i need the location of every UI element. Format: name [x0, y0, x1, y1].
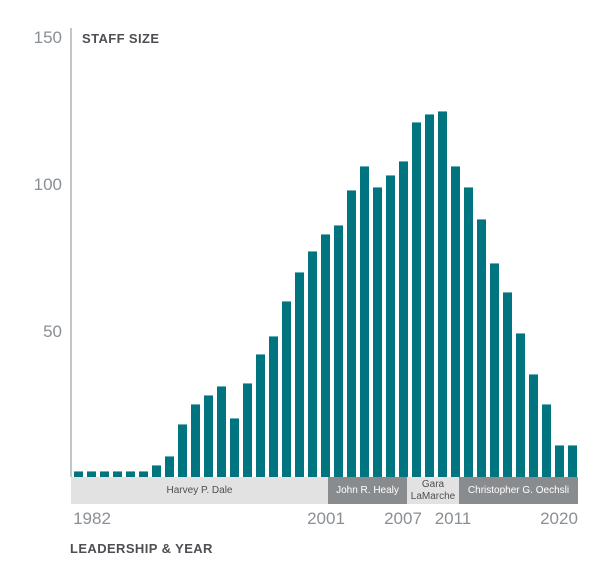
- leader-band-dale: Harvey P. Dale: [71, 477, 328, 504]
- bar-1988: [152, 465, 161, 477]
- bar-2006: [386, 175, 395, 477]
- bar-1995: [243, 383, 252, 477]
- bar-1990: [178, 424, 187, 477]
- y-tick-50: 50: [43, 322, 62, 341]
- bar-2000: [308, 251, 317, 477]
- bar-2018: [542, 404, 551, 477]
- bar-1984: [100, 471, 109, 477]
- bar-2005: [373, 187, 382, 477]
- bar-1994: [230, 418, 239, 477]
- leader-band-oechsli: Christopher G. Oechsli: [459, 477, 578, 504]
- bar-2012: [464, 187, 473, 477]
- leader-label: LaMarche: [410, 490, 456, 502]
- bar-series: [74, 0, 584, 477]
- bar-2015: [503, 292, 512, 477]
- x-tick-2020: 2020: [540, 509, 578, 528]
- bar-2014: [490, 263, 499, 477]
- x-tick-1982: 1982: [73, 509, 111, 528]
- x-tick-2001: 2001: [307, 509, 345, 528]
- bar-2001: [321, 234, 330, 477]
- y-axis-title: STAFF SIZE: [82, 31, 160, 46]
- bar-1999: [295, 272, 304, 477]
- bar-1998: [282, 301, 291, 477]
- leader-label: Harvey P. Dale: [166, 484, 233, 496]
- bar-2019: [555, 445, 564, 477]
- bar-2003: [347, 190, 356, 477]
- bar-1987: [139, 471, 148, 477]
- x-axis-title: LEADERSHIP & YEAR: [70, 541, 213, 556]
- bar-2004: [360, 166, 369, 477]
- bar-2016: [516, 333, 525, 477]
- y-axis-line: [70, 28, 72, 477]
- bar-1985: [113, 471, 122, 477]
- bar-1982: [74, 471, 83, 477]
- leader-band-lamarche: Gara LaMarche: [407, 477, 459, 504]
- bar-2008: [412, 122, 421, 477]
- y-tick-100: 100: [33, 175, 62, 194]
- bar-1997: [269, 336, 278, 477]
- leader-label: John R. Healy: [336, 484, 399, 496]
- bar-1989: [165, 456, 174, 477]
- bar-2011: [451, 166, 460, 477]
- bar-2009: [425, 114, 434, 477]
- x-tick-2007: 2007: [384, 509, 422, 528]
- bar-1983: [87, 471, 96, 477]
- bar-2013: [477, 219, 486, 477]
- leader-label: Christopher G. Oechsli: [467, 484, 570, 496]
- bar-2010: [438, 111, 447, 477]
- leader-label: Gara: [421, 478, 445, 490]
- bar-2002: [334, 225, 343, 477]
- x-tick-2011: 2011: [434, 509, 472, 528]
- bar-1986: [126, 471, 135, 477]
- bar-2020: [568, 445, 577, 477]
- leader-band-healy: John R. Healy: [328, 477, 407, 504]
- bar-1991: [191, 404, 200, 477]
- bar-1996: [256, 354, 265, 477]
- bar-2017: [529, 374, 538, 477]
- y-tick-150: 150: [33, 28, 62, 47]
- bar-1993: [217, 386, 226, 477]
- bar-1992: [204, 395, 213, 477]
- bar-2007: [399, 161, 408, 477]
